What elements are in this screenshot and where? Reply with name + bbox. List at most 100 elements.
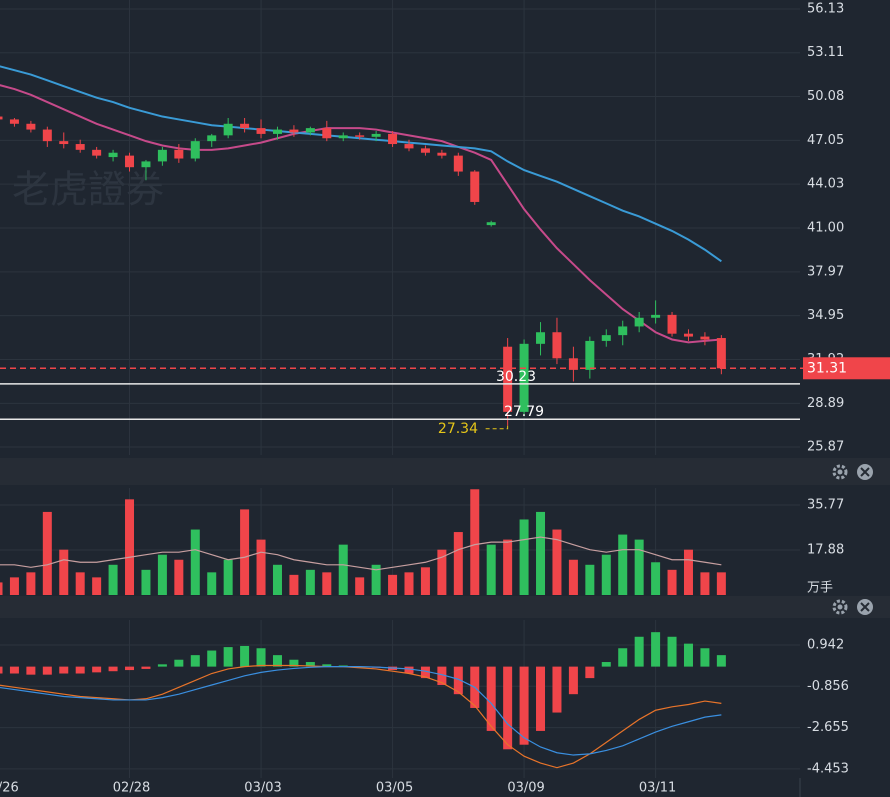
macd-bar (256, 648, 266, 667)
x-tick-label: 03/03 (244, 781, 281, 796)
y-tick-label: 0.942 (807, 637, 844, 652)
watermark: 老虎證券 (12, 168, 164, 212)
candle-body (322, 128, 332, 139)
volume-bar (420, 567, 430, 595)
candle-body (108, 152, 118, 158)
volume-bar (355, 577, 365, 595)
macd-bar (683, 643, 693, 667)
macd-bar (141, 666, 151, 669)
macd-bar (92, 666, 102, 673)
candle-body (404, 144, 414, 149)
volume-bar (141, 569, 151, 595)
candle-body (453, 155, 463, 172)
macd-bar (223, 647, 233, 667)
volume-bar (338, 544, 348, 595)
volume-bar (26, 572, 36, 595)
y-tick-label: 44.03 (807, 177, 844, 192)
settings-icon[interactable] (832, 464, 848, 480)
candle-body (240, 123, 250, 129)
y-tick-label: 41.00 (807, 221, 844, 236)
close-icon[interactable] (857, 599, 873, 615)
candle-body (667, 314, 677, 334)
macd-bar (59, 666, 69, 674)
candle-body (552, 332, 562, 359)
settings-icon[interactable] (832, 599, 848, 615)
volume-bar (92, 577, 102, 595)
y-tick-label: 28.89 (807, 396, 844, 411)
macd-bar (322, 664, 332, 667)
macd-bar (536, 666, 546, 731)
candle-body (634, 317, 644, 327)
y-tick-label: -2.655 (807, 720, 849, 735)
candle-body (437, 152, 447, 156)
volume-bar (470, 489, 480, 595)
volume-bar (240, 509, 250, 595)
candle-body (371, 133, 381, 137)
candle-body (470, 171, 480, 202)
candle-body (75, 144, 85, 150)
candle-body (618, 326, 628, 336)
volume-bar (536, 511, 546, 595)
last-price-label: 31.31 (807, 360, 847, 376)
volume-bar (0, 582, 3, 595)
close-icon[interactable] (857, 464, 873, 480)
candle-body (207, 135, 217, 142)
macd-bar (404, 666, 414, 674)
candle-body (700, 336, 710, 340)
candle-body (26, 123, 36, 130)
candle-body (651, 314, 661, 318)
candle-body (92, 149, 102, 156)
macd-bar (568, 666, 578, 695)
macd-bar (716, 655, 726, 667)
candle-body (256, 128, 266, 134)
macd-bar (289, 659, 299, 667)
volume-bar (305, 569, 315, 595)
volume-bar (289, 574, 299, 595)
macd-bar (503, 666, 513, 750)
macd-bar (174, 659, 184, 667)
volume-bar (174, 559, 184, 595)
macd-bar (651, 632, 661, 667)
volume-bar (59, 549, 69, 595)
candle-body (486, 222, 496, 226)
candle-body (141, 161, 151, 168)
macd-bar (108, 666, 118, 672)
macd-bar (519, 666, 529, 745)
volume-bar (601, 554, 611, 595)
candle-body (305, 128, 315, 133)
y-tick-label: 53.11 (807, 45, 844, 60)
volume-bar (108, 564, 118, 595)
macd-bar (634, 636, 644, 667)
macd-bar (420, 666, 430, 679)
y-tick-label: -0.856 (807, 679, 849, 694)
candle-body (536, 332, 546, 344)
volume-bar (716, 572, 726, 595)
indicator-line (0, 84, 722, 344)
macd-bar (552, 666, 562, 713)
macd-bar (0, 666, 3, 674)
candle-body (59, 141, 69, 145)
macd-bar (207, 650, 217, 667)
x-tick-label: 02/26 (0, 781, 19, 796)
y-tick-label: 34.95 (807, 308, 844, 323)
volume-bar (42, 511, 52, 595)
volume-bar (157, 554, 167, 595)
candle-body (601, 335, 611, 341)
macd-bar (26, 666, 36, 675)
candle-body (223, 123, 233, 136)
macd-bar (272, 655, 282, 667)
volume-bar (388, 574, 398, 595)
volume-bar (700, 572, 710, 595)
macd-bar (437, 666, 447, 685)
macd-bar (157, 664, 167, 667)
macd-bar (240, 645, 250, 667)
volume-bar (519, 519, 529, 595)
candle-body (9, 119, 19, 124)
candle-body (388, 133, 398, 145)
y-tick-label: 25.87 (807, 440, 844, 455)
panel-separator (0, 458, 890, 485)
candle-body (503, 346, 513, 412)
volume-bar (75, 572, 85, 595)
